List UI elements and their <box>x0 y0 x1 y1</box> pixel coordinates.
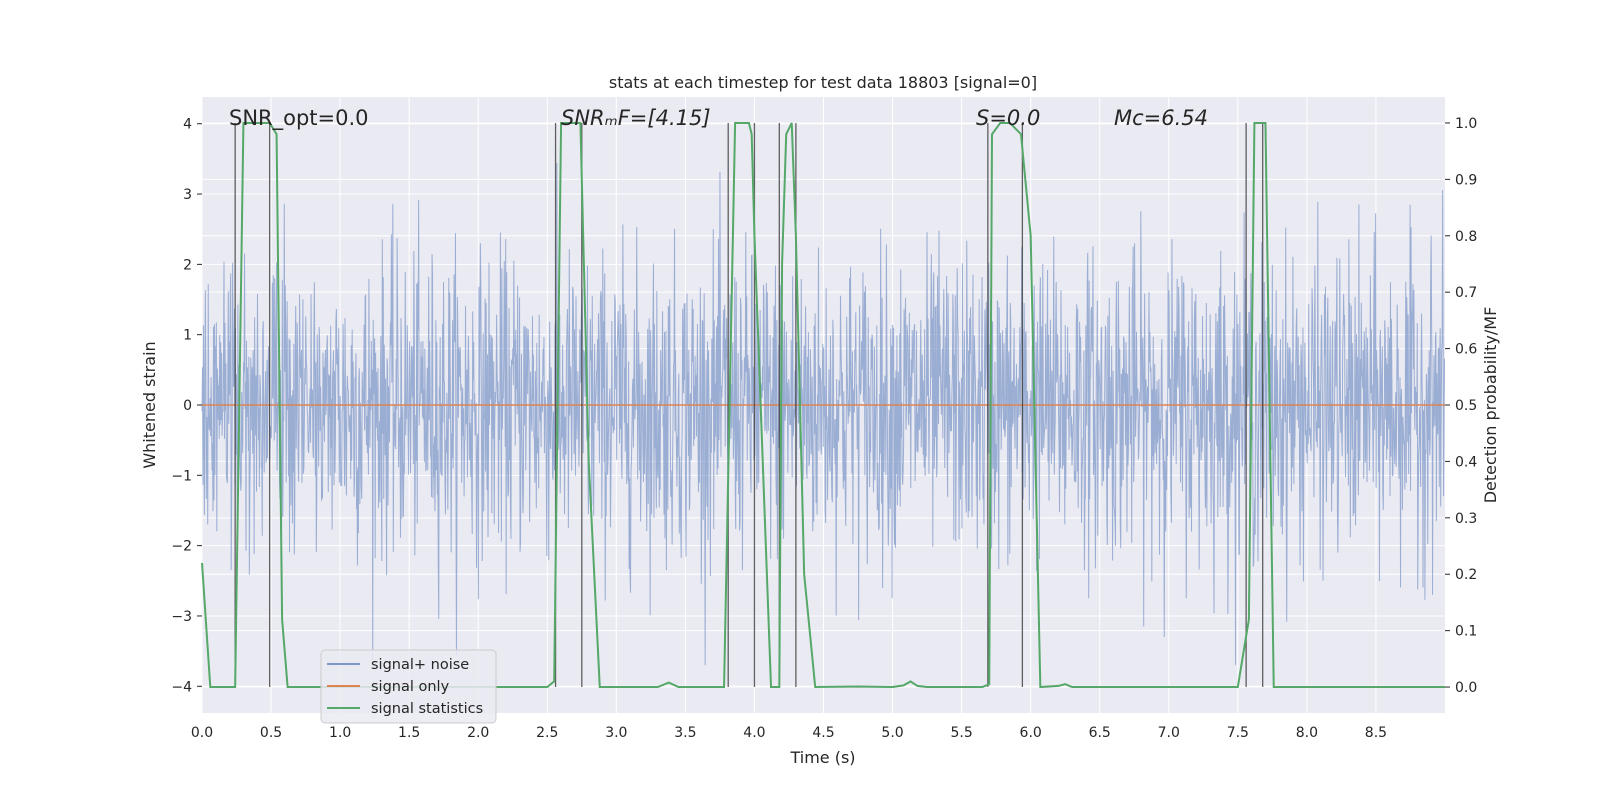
x-tick-label: 0.0 <box>191 725 213 741</box>
chart-title: stats at each timestep for test data 188… <box>609 73 1037 92</box>
y-left-tick-label: 3 <box>183 187 192 203</box>
legend-label-signal-noise: signal+ noise <box>371 657 469 673</box>
signal-noise-line <box>201 163 1446 666</box>
x-tick-label: 8.0 <box>1296 725 1318 741</box>
x-tick-label: 6.5 <box>1089 725 1111 741</box>
signal-statistics-line <box>201 121 1445 689</box>
legend: signal+ noise signal only signal statist… <box>320 649 497 724</box>
y-right-tick-label: 0.7 <box>1455 285 1477 301</box>
annotation-s: S=0.0 <box>976 106 1040 130</box>
x-tick-label: 8.5 <box>1365 725 1387 741</box>
x-axis-label: Time (s) <box>789 748 855 767</box>
x-axis-ticks: 0.0 0.5 1.0 1.5 2.0 2.5 3.0 3.5 4.0 4.5 5.0 5.5 6.0 6… <box>191 725 1387 741</box>
x-tick-label: 5.0 <box>881 725 903 741</box>
annotation-snr-opt: SNR_opt=0.0 <box>229 106 369 131</box>
y-right-tick-label: 0.4 <box>1455 454 1477 470</box>
x-tick-label: 4.5 <box>812 725 834 741</box>
y-axis-left-ticks: −4 −3 −2 −1 0 1 2 3 4 <box>171 117 202 695</box>
y-axis-left-label: Whitened strain <box>140 341 159 468</box>
legend-box <box>320 649 497 724</box>
x-tick-label: 1.5 <box>398 725 420 741</box>
series-signal-noise <box>201 163 1446 666</box>
y-right-tick-label: 1.0 <box>1455 116 1477 132</box>
y-right-tick-label: 0.9 <box>1455 172 1477 188</box>
x-tick-label: 5.5 <box>950 725 972 741</box>
x-tick-label: 3.0 <box>605 725 627 741</box>
x-tick-label: 2.0 <box>467 725 489 741</box>
y-right-tick-label: 0.1 <box>1455 624 1477 640</box>
series-signal-statistics <box>201 121 1445 689</box>
y-right-tick-label: 0.8 <box>1455 229 1477 245</box>
y-axis-right-ticks: 0.0 0.1 0.2 0.3 0.4 0.5 0.6 0.7 0.8 0.9 1.0 <box>1445 116 1477 696</box>
y-left-tick-label: 2 <box>183 257 192 273</box>
x-tick-label: 6.0 <box>1020 725 1042 741</box>
legend-label-signal-only: signal only <box>371 679 450 695</box>
y-right-tick-label: 0.6 <box>1455 342 1477 358</box>
x-tick-label: 7.0 <box>1158 725 1180 741</box>
annotation-snr-mf: SNRₘF=[4.15] <box>561 106 711 130</box>
y-right-tick-label: 0.2 <box>1455 567 1477 583</box>
x-tick-label: 4.0 <box>743 725 765 741</box>
x-tick-label: 1.0 <box>329 725 351 741</box>
x-tick-label: 2.5 <box>536 725 558 741</box>
y-left-tick-label: −4 <box>171 679 192 695</box>
y-right-tick-label: 0.0 <box>1455 680 1477 696</box>
x-tick-label: 0.5 <box>260 725 282 741</box>
y-left-tick-label: −2 <box>171 539 192 555</box>
legend-label-signal-statistics: signal statistics <box>371 701 483 717</box>
annotation-mc: Mᴄ=6.54 <box>1114 106 1208 130</box>
y-left-tick-label: 4 <box>183 117 192 133</box>
y-right-tick-label: 0.5 <box>1455 398 1477 414</box>
y-left-tick-label: 0 <box>183 398 192 414</box>
y-right-tick-label: 0.3 <box>1455 511 1477 527</box>
x-tick-label: 7.5 <box>1227 725 1249 741</box>
y-axis-right-label: Detection probability/MF <box>1481 307 1500 504</box>
x-tick-label: 3.5 <box>674 725 696 741</box>
y-left-tick-label: −3 <box>171 609 192 625</box>
y-left-tick-label: −1 <box>171 468 192 484</box>
y-left-tick-label: 1 <box>183 328 192 344</box>
